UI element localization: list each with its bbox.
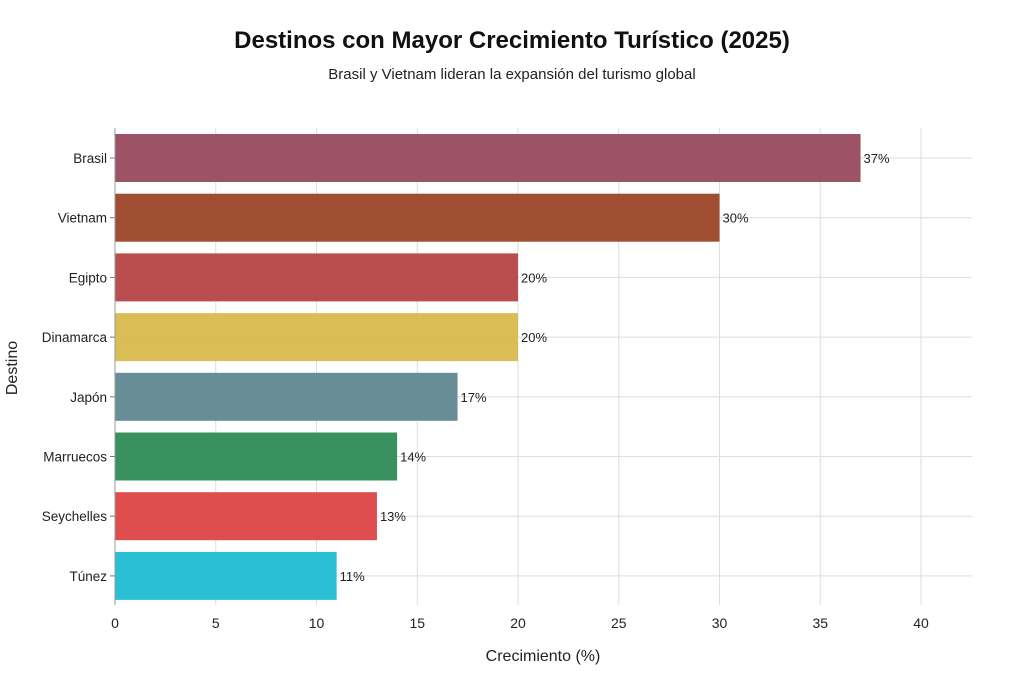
chart-title: Destinos con Mayor Crecimiento Turístico…	[234, 27, 790, 54]
bar-túnez	[115, 551, 337, 600]
data-label: 14%	[400, 450, 426, 465]
axes	[110, 128, 116, 605]
category-label: Japón	[70, 390, 107, 405]
x-tick-label: 5	[212, 615, 220, 631]
x-tick-label: 40	[913, 615, 929, 631]
x-tick-label: 0	[111, 615, 119, 631]
labels: 0 5 10 15 20 25 30 35 40 Brasil 37% Vietnam 30% Egipt…	[42, 151, 929, 631]
x-tick-label: 10	[309, 615, 325, 631]
data-label: 11%	[340, 569, 365, 584]
data-label: 37%	[864, 151, 890, 166]
x-axis-title: Crecimiento (%)	[486, 648, 601, 665]
bar-marruecos	[115, 432, 398, 481]
x-tick-label: 30	[712, 615, 728, 631]
x-tick-label: 20	[510, 615, 526, 631]
bar-japón	[115, 372, 458, 421]
data-label: 30%	[723, 211, 749, 226]
bars	[115, 134, 861, 600]
bar-dinamarca	[115, 313, 518, 362]
data-label: 20%	[521, 330, 547, 345]
data-label: 20%	[521, 270, 547, 285]
bar-egipto	[115, 253, 518, 302]
category-label: Vietnam	[58, 211, 107, 226]
category-label: Egipto	[69, 270, 107, 285]
bar-vietnam	[115, 193, 720, 242]
data-label: 13%	[380, 509, 406, 524]
x-tick-label: 25	[611, 615, 627, 631]
bar-brasil	[115, 134, 861, 182]
category-label: Brasil	[73, 151, 107, 166]
bar-seychelles	[115, 492, 377, 541]
category-label: Túnez	[69, 569, 107, 584]
x-tick-label: 35	[812, 615, 828, 631]
data-label: 17%	[461, 390, 487, 405]
category-label: Marruecos	[43, 450, 107, 465]
category-label: Dinamarca	[42, 330, 108, 345]
y-axis-title: Destino	[4, 341, 21, 395]
chart-subtitle: Brasil y Vietnam lideran la expansión de…	[328, 66, 695, 83]
category-label: Seychelles	[42, 509, 108, 524]
x-tick-label: 15	[409, 615, 425, 631]
